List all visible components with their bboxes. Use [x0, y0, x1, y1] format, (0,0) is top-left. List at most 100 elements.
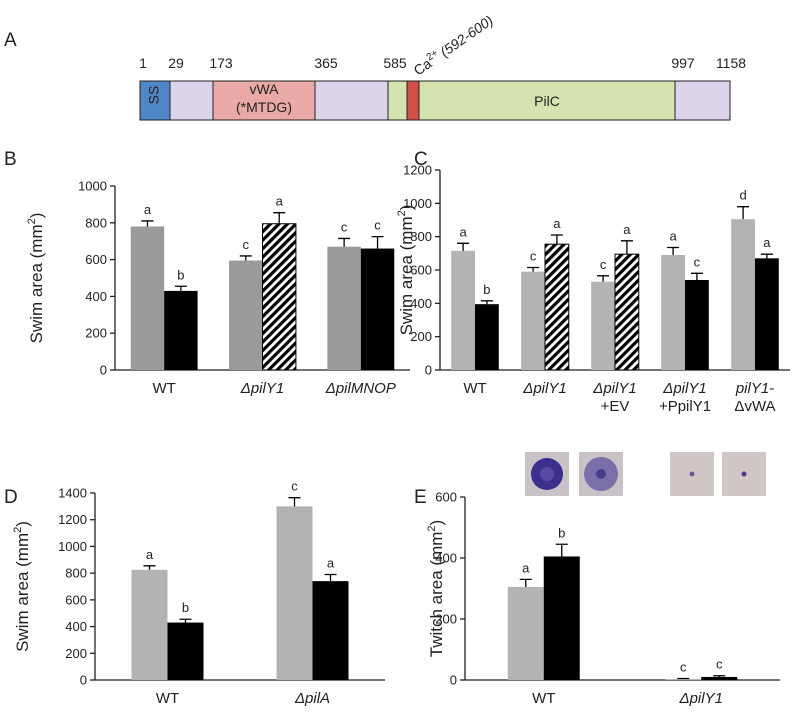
- bar: [451, 250, 475, 370]
- x-tick-label: WT: [532, 690, 555, 707]
- bar: [701, 676, 738, 680]
- y-tick-label: 1400: [58, 486, 87, 501]
- calcium-label: Ca2+(592-600): [410, 11, 496, 78]
- error-bar: [324, 573, 337, 582]
- error-bar: [338, 237, 351, 247]
- bar: [661, 255, 685, 370]
- error-bar: [555, 543, 568, 557]
- y-axis-label: Twitch area (mm2): [426, 520, 446, 657]
- y-axis-label: Swim area (mm2): [26, 213, 46, 344]
- bar: [131, 569, 168, 680]
- error-bar: [690, 272, 703, 280]
- y-label-end: ): [27, 213, 46, 219]
- calcium-charge: 2+: [425, 48, 441, 64]
- y-tick-label: 400: [85, 289, 107, 304]
- error-bar: [288, 497, 301, 507]
- y-tick-label: 1000: [78, 179, 107, 194]
- significance-label: a: [146, 547, 154, 562]
- bar: [276, 506, 313, 680]
- y-label-end: ): [397, 205, 416, 211]
- x-tick-label: ΔpilA: [294, 690, 330, 707]
- y-tick-label: 600: [435, 490, 457, 505]
- significance-label: a: [276, 194, 284, 209]
- panel-label: E: [414, 487, 427, 508]
- y-tick-label: 800: [410, 229, 432, 244]
- y-tick-label: 200: [410, 329, 432, 344]
- error-bar: [457, 242, 470, 251]
- bar: [475, 304, 499, 370]
- x-tick-label: WT: [156, 690, 179, 707]
- panel-label: C: [414, 149, 428, 170]
- y-tick-label: 200: [65, 646, 87, 661]
- error-bar: [179, 618, 192, 623]
- y-label-sup: 2: [426, 525, 438, 531]
- panel-label: B: [4, 149, 17, 170]
- bar: [167, 622, 204, 680]
- y-tick-label: 0: [425, 363, 432, 378]
- significance-label: b: [558, 525, 565, 540]
- y-label-text: Swim area (mm: [13, 533, 32, 652]
- significance-label: d: [739, 188, 746, 203]
- x-tick-label: ΔpilY1: [240, 380, 284, 397]
- y-tick-label: 600: [85, 252, 107, 267]
- pilc-label: PilC: [534, 93, 560, 109]
- significance-label: b: [177, 267, 184, 282]
- y-tick-label: 400: [410, 296, 432, 311]
- error-bar: [174, 285, 187, 291]
- significance-label: a: [623, 222, 631, 237]
- calcium-range: (592-600): [437, 12, 496, 60]
- error-bar: [713, 675, 726, 677]
- significance-label: a: [553, 216, 561, 231]
- bar: [360, 248, 395, 370]
- error-bar: [597, 275, 610, 282]
- significance-label: a: [522, 560, 530, 575]
- significance-label: c: [243, 237, 250, 252]
- position-label: 365: [314, 55, 338, 71]
- x-tick-label: WT: [153, 380, 176, 397]
- x-tick-label: pilY1-: [735, 380, 774, 397]
- bar: [312, 581, 349, 680]
- error-bar: [550, 234, 563, 245]
- bar: [614, 253, 640, 371]
- bar: [544, 243, 570, 371]
- significance-label: c: [694, 254, 701, 269]
- bar: [130, 226, 165, 370]
- y-tick-label: 400: [65, 619, 87, 634]
- vwa-motif: (*MTDG): [236, 99, 292, 115]
- significance-label: c: [341, 219, 348, 234]
- y-label-end: ): [13, 521, 32, 527]
- y-tick-label: 200: [85, 326, 107, 341]
- position-label: 997: [671, 55, 695, 71]
- significance-label: a: [459, 224, 467, 239]
- error-bar: [239, 255, 252, 261]
- y-tick-label: 1200: [58, 512, 87, 527]
- y-tick-label: 0: [450, 673, 457, 688]
- y-tick-label: 800: [85, 215, 107, 230]
- x-tick-label: ΔpilY1: [522, 380, 566, 397]
- y-tick-label: 1200: [403, 163, 432, 178]
- position-label: 585: [383, 55, 407, 71]
- error-bar: [519, 578, 532, 587]
- significance-label: c: [716, 657, 723, 672]
- bar: [229, 260, 263, 370]
- x-tick-label: +PpilY1: [659, 398, 711, 415]
- bar: [164, 290, 198, 370]
- y-tick-label: 200: [435, 612, 457, 627]
- bar: [591, 281, 615, 370]
- y-tick-label: 600: [65, 592, 87, 607]
- position-label: 173: [209, 55, 233, 71]
- error-bar: [667, 246, 680, 255]
- significance-label: a: [144, 202, 152, 217]
- y-tick-label: 1000: [403, 196, 432, 211]
- significance-label: c: [374, 218, 381, 233]
- error-bar: [527, 266, 540, 272]
- x-tick-label: ΔvWA: [734, 398, 775, 415]
- x-tick-label: ΔpilY1: [679, 690, 723, 707]
- error-bar: [141, 220, 154, 227]
- significance-label: c: [530, 249, 537, 264]
- error-bar: [480, 300, 493, 305]
- bar: [543, 556, 580, 680]
- y-label-end: ): [427, 520, 446, 526]
- y-tick-label: 0: [80, 673, 87, 688]
